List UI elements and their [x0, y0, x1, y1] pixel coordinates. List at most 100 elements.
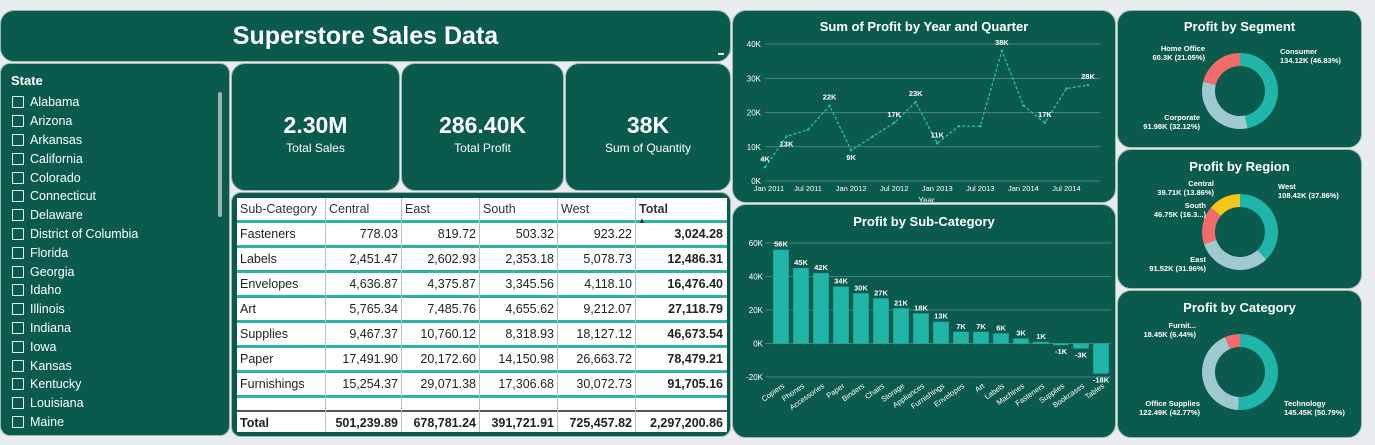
- donut-slice: [1225, 334, 1240, 350]
- data-point: [893, 121, 896, 124]
- y-tick-label: 30K: [747, 74, 762, 83]
- slicer-item[interactable]: Florida: [12, 243, 138, 262]
- profit-line-chart[interactable]: 0K 10K 20K 30K 40K 4K 13K 22K 9K 17K 23K 11K 38K 17K 2…: [733, 11, 1116, 203]
- data-label: 13K: [780, 139, 794, 148]
- slicer-item[interactable]: California: [12, 149, 138, 168]
- slice-name: Consumer: [1280, 47, 1317, 56]
- checkbox[interactable]: [12, 171, 24, 184]
- total-label: Total: [240, 416, 269, 430]
- table-row[interactable]: Paper 17,491.90 20,172.60 14,150.98 26,663.7…: [237, 348, 727, 373]
- bar-label: 34K: [834, 277, 848, 286]
- table-cell: 2,353.18: [505, 252, 554, 266]
- slicer-item[interactable]: Connecticut: [12, 187, 138, 206]
- table-cell: 10,760.12: [420, 327, 476, 341]
- bar: [973, 331, 989, 344]
- y-tick-label: 40K: [747, 40, 762, 49]
- bar-label: 45K: [794, 258, 808, 267]
- slice-name: Home Office: [1161, 44, 1205, 53]
- checkbox[interactable]: [12, 152, 24, 165]
- profit-by-subcategory-card: Profit by Sub-Category -20K 0K 20K 40K 60K 56…: [732, 204, 1116, 438]
- table-cell: 16,476.40: [667, 277, 723, 291]
- checkbox[interactable]: [12, 265, 24, 278]
- table-row[interactable]: Art 5,765.34 7,485.76 4,655.62 9,212.07 27,11…: [237, 298, 727, 323]
- slice-value: 122.49K (42.77%): [1139, 408, 1200, 417]
- slicer-item-label: Delaware: [30, 208, 83, 223]
- slicer-item[interactable]: Maine: [12, 413, 138, 432]
- column-divider: [401, 198, 402, 432]
- checkbox[interactable]: [12, 246, 24, 259]
- bar: [813, 273, 829, 344]
- checkbox[interactable]: [12, 359, 24, 372]
- slicer-item[interactable]: Indiana: [12, 319, 138, 338]
- slice-value: 91.52K (31.96%): [1149, 264, 1206, 273]
- bar-label: 13K: [934, 312, 948, 321]
- checkbox[interactable]: [12, 190, 24, 203]
- slicer-item-label: Connecticut: [30, 189, 97, 204]
- checkbox[interactable]: [12, 96, 24, 109]
- table-row[interactable]: Envelopes 4,636.87 4,375.87 3,345.56 4,118.1…: [237, 273, 727, 298]
- header-east[interactable]: East: [405, 202, 431, 216]
- header-central[interactable]: Central: [329, 202, 370, 216]
- slicer-item[interactable]: Iowa: [12, 337, 138, 356]
- data-point: [936, 142, 939, 145]
- slicer-item[interactable]: District of Columbia: [12, 225, 138, 244]
- y-tick-label: -20K: [746, 373, 764, 382]
- table-cell: 4,636.87: [349, 277, 398, 291]
- sort-ascending-icon[interactable]: ▲: [638, 216, 646, 225]
- checkbox[interactable]: [12, 227, 24, 240]
- checkbox[interactable]: [12, 303, 24, 316]
- bar: [953, 331, 969, 344]
- checkbox[interactable]: [12, 284, 24, 297]
- checkbox[interactable]: [12, 321, 24, 334]
- slicer-item[interactable]: Delaware: [12, 206, 138, 225]
- checkbox[interactable]: [12, 209, 24, 222]
- header-south[interactable]: South: [483, 202, 516, 216]
- slice-name: Technology: [1284, 399, 1326, 408]
- slicer-item[interactable]: Colorado: [12, 168, 138, 187]
- y-tick-label: 20K: [747, 109, 762, 118]
- data-point: [785, 135, 788, 138]
- data-point: [914, 101, 917, 104]
- table-row[interactable]: Furnishings 15,254.37 29,071.38 17,306.68 30…: [237, 373, 727, 398]
- slicer-item[interactable]: Kansas: [12, 356, 138, 375]
- checkbox[interactable]: [12, 340, 24, 353]
- bar-label: 1K: [1036, 332, 1046, 341]
- slicer-item[interactable]: Illinois: [12, 300, 138, 319]
- slicer-item[interactable]: Idaho: [12, 281, 138, 300]
- checkbox[interactable]: [12, 415, 24, 428]
- table-row[interactable]: Labels 2,451.47 2,602.93 2,353.18 5,078.73 12…: [237, 248, 727, 273]
- total-grand: 2,297,200.86: [650, 416, 723, 430]
- checkbox[interactable]: [12, 133, 24, 146]
- slicer-item[interactable]: Kentucky: [12, 375, 138, 394]
- table-row[interactable]: Fasteners 778.03 819.72 503.32 923.22 3,024.2…: [237, 223, 727, 248]
- slicer-item[interactable]: Arkansas: [12, 131, 138, 150]
- category-label: Binders: [840, 381, 866, 403]
- table-cell: 15,254.37: [342, 377, 398, 391]
- table-cell: Labels: [240, 252, 277, 266]
- table-cell: 12,486.31: [667, 252, 723, 266]
- slicer-scrollbar[interactable]: [218, 92, 222, 217]
- bar-label: 3K: [1016, 328, 1026, 337]
- table-cell: Paper: [240, 352, 274, 366]
- checkbox[interactable]: [12, 115, 24, 128]
- table-cell: 14,150.98: [498, 352, 554, 366]
- slicer-item-label: Illinois: [30, 302, 65, 317]
- slicer-item[interactable]: Alabama: [12, 93, 138, 112]
- header-sub-category[interactable]: Sub-Category: [240, 202, 318, 216]
- header-west[interactable]: West: [561, 202, 590, 216]
- visual-options-icon[interactable]: [718, 53, 724, 55]
- checkbox[interactable]: [12, 397, 24, 410]
- table-row[interactable]: Supplies 9,467.37 10,760.12 8,318.93 18,127.…: [237, 323, 727, 348]
- table-cell: 4,375.87: [427, 277, 476, 291]
- checkbox[interactable]: [12, 378, 24, 391]
- slicer-item[interactable]: Louisiana: [12, 394, 138, 413]
- header-total[interactable]: Total: [639, 202, 668, 216]
- slicer-item[interactable]: Georgia: [12, 262, 138, 281]
- bar-label: 18K: [914, 303, 928, 312]
- slicer-item[interactable]: Arizona: [12, 112, 138, 131]
